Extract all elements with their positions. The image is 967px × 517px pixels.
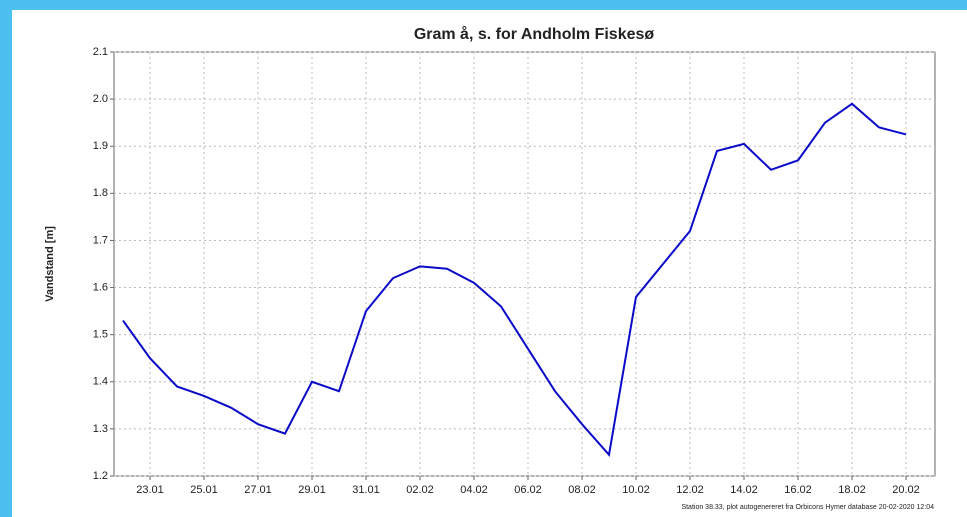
x-tick-label: 27.01 [244, 484, 272, 496]
y-tick-label: 1.8 [93, 187, 108, 199]
x-tick-label: 25.01 [190, 484, 218, 496]
x-tick-label: 12.02 [676, 484, 704, 496]
y-tick-label: 1.9 [93, 140, 108, 152]
y-tick-label: 1.4 [93, 376, 108, 388]
x-tick-label: 14.02 [730, 484, 758, 496]
x-tick-label: 02.02 [406, 484, 434, 496]
y-tick-label: 2.1 [93, 46, 108, 58]
x-tick-label: 23.01 [136, 484, 164, 496]
y-tick-label: 1.5 [93, 329, 108, 341]
x-tick-label: 31.01 [352, 484, 380, 496]
y-tick-label: 2.0 [93, 93, 108, 105]
footnote: Station 38.33, plot autogenereret fra Or… [681, 504, 934, 511]
y-axis-label: Vandstand [m] [44, 226, 56, 302]
x-tick-label: 10.02 [622, 484, 650, 496]
y-tick-label: 1.7 [93, 234, 108, 246]
x-tick-label: 06.02 [514, 484, 542, 496]
x-tick-label: 20.02 [892, 484, 920, 496]
chart-title: Gram å, s. for Andholm Fiskesø [414, 25, 655, 43]
x-tick-label: 08.02 [568, 484, 596, 496]
x-tick-label: 29.01 [298, 484, 326, 496]
chart: Gram å, s. for Andholm Fiskesø Vandstand… [12, 10, 967, 517]
x-tick-label: 18.02 [838, 484, 866, 496]
x-tick-label: 16.02 [784, 484, 812, 496]
y-tick-label: 1.6 [93, 281, 108, 293]
y-tick-label: 1.3 [93, 423, 108, 435]
y-tick-label: 1.2 [93, 470, 108, 482]
data-line [122, 102, 907, 458]
x-tick-label: 04.02 [460, 484, 488, 496]
